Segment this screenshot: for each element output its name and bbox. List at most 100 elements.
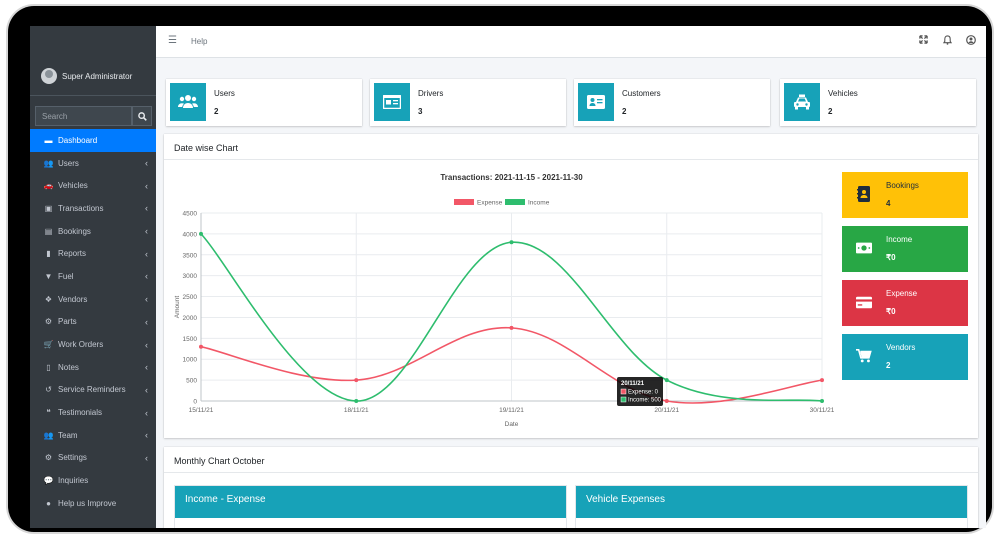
- sidebar-item-work-orders[interactable]: 🛒 Work Orders ‹: [30, 333, 156, 356]
- address-book-icon: [856, 186, 872, 202]
- y-tick-label: 0: [193, 399, 197, 406]
- address-card-icon: [578, 83, 614, 121]
- user-name[interactable]: Super Administrator: [62, 72, 133, 81]
- y-tick-label: 3500: [183, 252, 198, 259]
- data-point[interactable]: [199, 344, 203, 349]
- sidebar-item-reports[interactable]: ▮ Reports ‹: [30, 242, 156, 265]
- sidebar-item-label: Fuel: [58, 271, 74, 281]
- sidebar-item-users[interactable]: 👥 Users ‹: [30, 152, 156, 175]
- monthly-chart-card: Monthly Chart October Income - Expense V…: [164, 447, 978, 528]
- sidebar-item-label: Inquiries: [58, 476, 89, 486]
- info-box-customers[interactable]: Customers 2: [574, 79, 770, 126]
- data-point[interactable]: [509, 325, 514, 330]
- sidebar-item-label: Help us Improve: [58, 498, 117, 508]
- info-box-vehicles[interactable]: Vehicles 2: [780, 79, 976, 126]
- sidebar-item-transactions[interactable]: ▣ Transactions ‹: [30, 197, 156, 220]
- money-icon: [856, 240, 872, 256]
- info-box-drivers[interactable]: Drivers 3: [370, 79, 566, 126]
- small-box-value: ₹0: [886, 307, 896, 316]
- chevron-left-icon: ‹: [145, 203, 148, 214]
- panel-header: Income - Expense: [175, 486, 566, 518]
- income-expense-panel: Income - Expense: [174, 485, 567, 528]
- chevron-left-icon: ‹: [145, 407, 148, 418]
- device-frame: Super Administrator ▬ Dashboard 👥 Users ‹ 🚗 Ve…: [8, 6, 992, 532]
- sidebar-item-team[interactable]: 👥 Team ‹: [30, 424, 156, 447]
- sidebar-item-label: Parts: [58, 317, 77, 327]
- chevron-left-icon: ‹: [145, 180, 148, 191]
- tooltip-title: 20/11/21: [621, 381, 645, 387]
- data-point[interactable]: [509, 240, 514, 245]
- dashboard-icon: ▬: [44, 135, 53, 145]
- chevron-left-icon: ‹: [145, 362, 148, 373]
- data-point[interactable]: [820, 399, 824, 403]
- sidebar-item-testimonials[interactable]: ❝ Testimonials ‹: [30, 401, 156, 424]
- small-box-vendors[interactable]: Vendors 2: [842, 334, 968, 380]
- sidebar-item-label: Testimonials: [58, 408, 103, 418]
- sidebar-item-label: Vehicles: [58, 181, 88, 191]
- chevron-left-icon: ‹: [145, 271, 148, 282]
- sidebar-item-label: Notes: [58, 362, 79, 372]
- small-box-value: ₹0: [886, 253, 896, 262]
- y-tick-label: 1500: [183, 336, 198, 343]
- data-point[interactable]: [664, 399, 669, 403]
- cubes-icon: ❖: [44, 294, 53, 304]
- small-box-expense[interactable]: Expense ₹0: [842, 280, 968, 326]
- search-button[interactable]: [132, 106, 152, 126]
- sidebar-item-dashboard[interactable]: ▬ Dashboard: [30, 129, 156, 152]
- sidebar-item-bookings[interactable]: ▤ Bookings ‹: [30, 220, 156, 243]
- user-circle-icon[interactable]: [966, 35, 976, 47]
- info-box-label: Users: [214, 89, 235, 98]
- panel-title: Income - Expense: [185, 494, 266, 505]
- data-point[interactable]: [354, 378, 359, 383]
- small-box-value: 2: [886, 361, 891, 370]
- legend-label: Income: [528, 200, 550, 207]
- info-box-label: Vehicles: [828, 89, 858, 98]
- y-tick-label: 3000: [183, 273, 198, 280]
- sidebar-item-parts[interactable]: ⚙ Parts ‹: [30, 311, 156, 334]
- data-point[interactable]: [199, 231, 203, 236]
- address-card-icon: ▤: [44, 226, 53, 236]
- sidebar-item-label: Reports: [58, 249, 87, 259]
- chevron-left-icon: ‹: [145, 226, 148, 237]
- info-box-users[interactable]: Users 2: [166, 79, 362, 126]
- transactions-chart[interactable]: 0 500 1000 1500 2000 2500 3000 3500 4000 4500 15/1…: [164, 160, 834, 438]
- user-panel[interactable]: Super Administrator: [30, 56, 156, 96]
- small-box-label: Expense: [886, 289, 918, 298]
- bell-icon[interactable]: [942, 35, 953, 47]
- tooltip-swatch: [620, 388, 627, 395]
- small-box-bookings[interactable]: Bookings 4: [842, 172, 968, 218]
- sidebar-item-label: Vendors: [58, 294, 88, 304]
- chevron-left-icon: ‹: [145, 384, 148, 395]
- credit-card-icon: [856, 294, 872, 310]
- chart-tooltip: [617, 377, 663, 406]
- gear-icon: ⚙: [44, 453, 53, 463]
- help-link[interactable]: Help: [191, 37, 208, 46]
- menu-toggle-icon[interactable]: ☰: [168, 35, 177, 46]
- sidebar-item-notes[interactable]: ▯ Notes ‹: [30, 356, 156, 379]
- small-box-value: 4: [886, 199, 891, 208]
- sidebar-item-settings[interactable]: ⚙ Settings ‹: [30, 447, 156, 470]
- sidebar-item-fuel[interactable]: ▼ Fuel ‹: [30, 265, 156, 288]
- data-point[interactable]: [664, 378, 669, 383]
- sidebar-item-vehicles[interactable]: 🚗 Vehicles ‹: [30, 174, 156, 197]
- card-title: Monthly Chart October: [174, 456, 265, 466]
- y-axis-label: Amount: [174, 296, 181, 319]
- small-box-income[interactable]: Income ₹0: [842, 226, 968, 272]
- sidebar-item-service-reminders[interactable]: ↺ Service Reminders ‹: [30, 379, 156, 402]
- sidebar-item-inquiries[interactable]: 💬 Inquiries: [30, 469, 156, 492]
- app-screen: Super Administrator ▬ Dashboard 👥 Users ‹ 🚗 Ve…: [30, 26, 986, 528]
- data-point[interactable]: [820, 378, 824, 383]
- quote-icon: ❝: [46, 408, 51, 418]
- y-tick-label: 4000: [183, 231, 198, 238]
- sidebar-item-label: Dashboard: [58, 135, 98, 145]
- sidebar-item-vendors[interactable]: ❖ Vendors ‹: [30, 288, 156, 311]
- sidebar-item-help-us-improve[interactable]: ● Help us Improve: [30, 492, 156, 515]
- data-point[interactable]: [354, 399, 359, 403]
- note-icon: ▯: [46, 362, 51, 372]
- id-card-icon: [374, 83, 410, 121]
- fullscreen-icon[interactable]: [919, 35, 928, 46]
- gear-icon: ⚙: [44, 317, 53, 327]
- filter-icon: ▼: [44, 271, 53, 281]
- chat-icon: 💬: [43, 476, 54, 486]
- search-input[interactable]: [35, 106, 132, 126]
